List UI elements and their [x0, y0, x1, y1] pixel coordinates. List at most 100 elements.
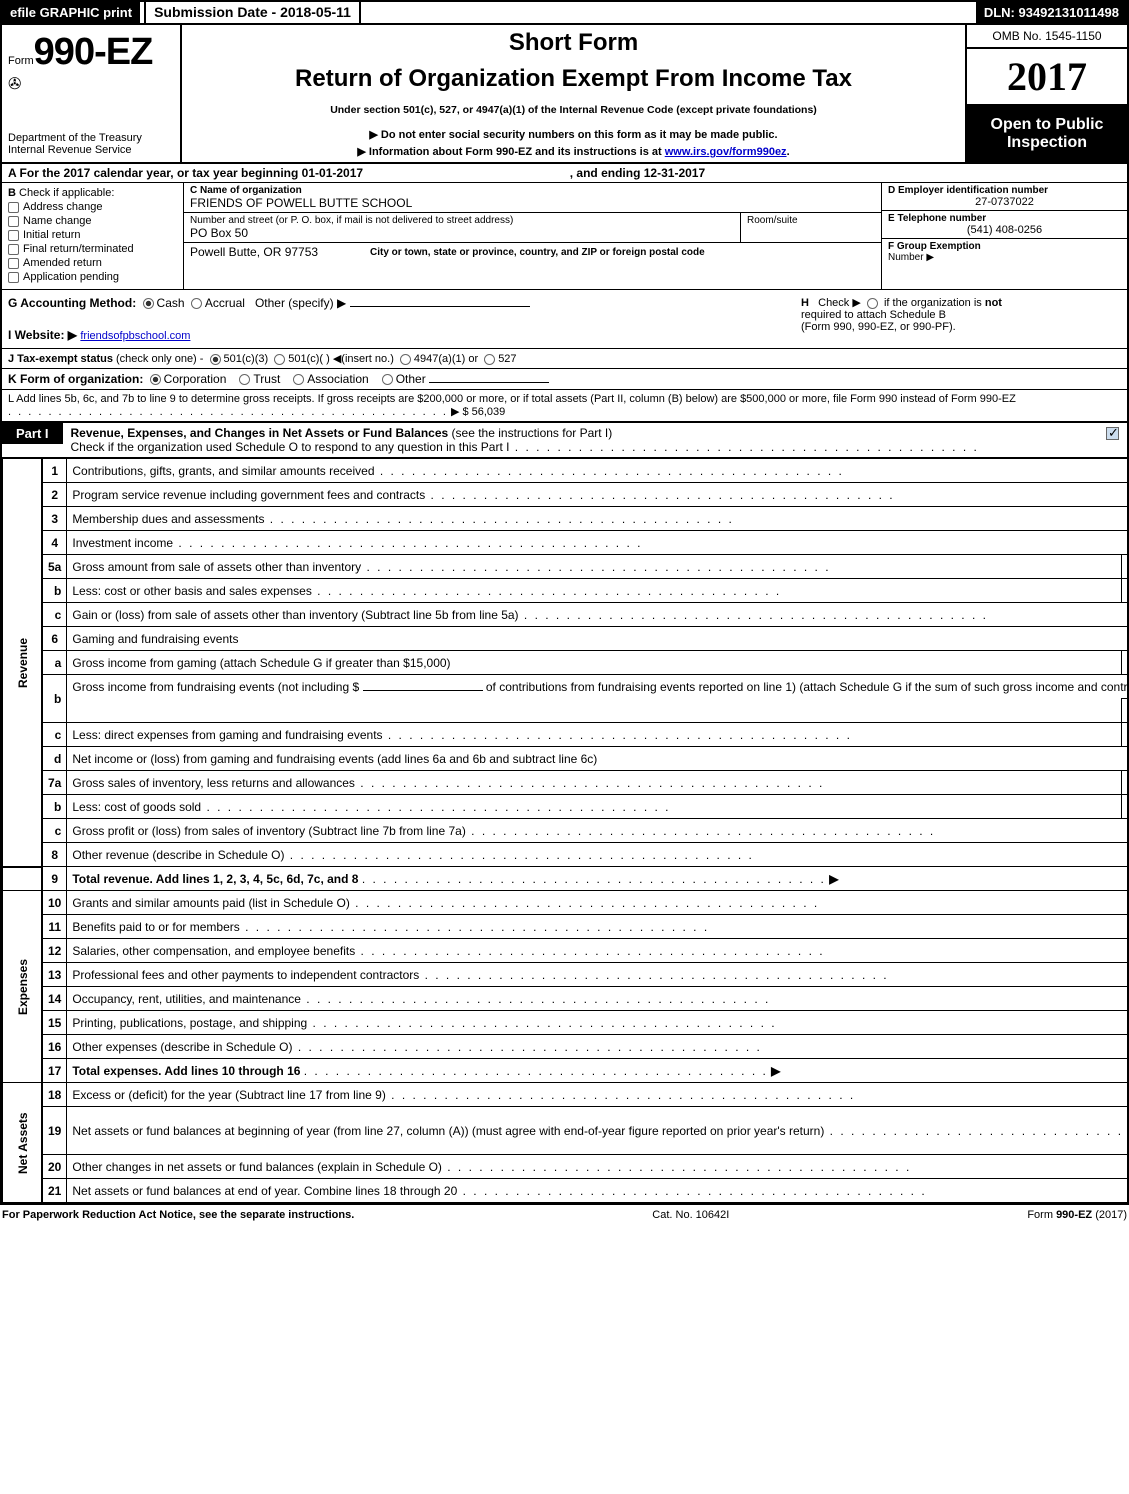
radio-4947[interactable] [400, 354, 411, 365]
row-l: L Add lines 5b, 6c, and 7b to line 9 to … [2, 390, 1127, 423]
form-word: Form [8, 55, 34, 67]
footer-left: For Paperwork Reduction Act Notice, see … [2, 1209, 354, 1221]
group-exemption-label: F Group Exemption [888, 241, 981, 252]
row-gh: G Accounting Method: Cash Accrual Other … [2, 290, 1127, 349]
checkbox-initial-return[interactable] [8, 230, 19, 241]
h-not: not [985, 297, 1002, 309]
line-12-num: 12 [42, 939, 67, 963]
street-value: PO Box 50 [190, 226, 734, 240]
line-19-num: 19 [42, 1107, 67, 1155]
line-7c-num: c [42, 819, 67, 843]
line-18-desc: Excess or (deficit) for the year (Subtra… [72, 1088, 855, 1102]
radio-501c3[interactable] [210, 354, 221, 365]
line-1-desc: Contributions, gifts, grants, and simila… [72, 464, 844, 478]
part1-title: Revenue, Expenses, and Changes in Net As… [71, 426, 449, 440]
line-6a-num: a [42, 651, 67, 675]
dept-treasury: Department of the Treasury [8, 132, 174, 144]
part1-checkline: Check if the organization used Schedule … [71, 440, 979, 454]
side-label-net-assets: Net Assets [3, 1083, 43, 1203]
line-6b-desc-mid: of contributions from fundraising events… [486, 680, 1129, 694]
efile-print-button[interactable]: efile GRAPHIC print [2, 2, 140, 23]
radio-association[interactable] [293, 374, 304, 385]
line-6-desc: Gaming and fundraising events [67, 627, 1129, 651]
recycle-icon: ✇ [8, 76, 21, 93]
line-a-end: 12-31-2017 [644, 166, 705, 180]
line-8-num: 8 [42, 843, 67, 867]
line-6c-num: c [42, 723, 67, 747]
line-5b-desc: Less: cost or other basis and sales expe… [72, 584, 781, 598]
line-11-desc: Benefits paid to or for members [72, 920, 709, 934]
line-21-num: 21 [42, 1179, 67, 1203]
other-specify-field[interactable] [350, 306, 530, 307]
part1-header: Part I Revenue, Expenses, and Changes in… [2, 423, 1127, 458]
checkbox-schedule-o[interactable] [1106, 427, 1119, 440]
label-application-pending: Application pending [23, 271, 119, 283]
radio-527[interactable] [484, 354, 495, 365]
side-label-expenses: Expenses [3, 891, 43, 1083]
website-label: I Website: ▶ [8, 328, 77, 342]
line-12-desc: Salaries, other compensation, and employ… [72, 944, 824, 958]
label-501c3: 501(c)(3) [224, 353, 269, 365]
line-9-arrow: ▶ [829, 872, 838, 886]
side-label-revenue: Revenue [3, 459, 43, 867]
footer-right: Form 990-EZ (2017) [1027, 1209, 1127, 1221]
radio-cash[interactable] [143, 298, 154, 309]
line-21-desc: Net assets or fund balances at end of ye… [72, 1184, 926, 1198]
row-j: J Tax-exempt status (check only one) - 5… [2, 349, 1127, 369]
h-text2: if the organization is [884, 297, 982, 309]
col-h: H Check ▶ if the organization is not req… [801, 296, 1121, 342]
radio-501c[interactable] [274, 354, 285, 365]
label-501c: 501(c)( ) ◀(insert no.) [288, 353, 394, 365]
short-form-title: Short Form [192, 29, 955, 57]
line-6d-num: d [42, 747, 67, 771]
return-title: Return of Organization Exempt From Incom… [192, 65, 955, 93]
line-a-prefix: A For the 2017 calendar year, or tax yea… [8, 166, 302, 180]
line-6c-mid: 6c [1121, 723, 1129, 747]
radio-corporation[interactable] [150, 374, 161, 385]
check-if-label: Check if applicable: [19, 187, 114, 199]
radio-other-org[interactable] [382, 374, 393, 385]
website-link[interactable]: friendsofpbschool.com [80, 330, 190, 342]
label-name-change: Name change [23, 215, 92, 227]
other-org-field[interactable] [429, 382, 549, 383]
checkbox-h[interactable] [867, 298, 878, 309]
line-6d-desc: Net income or (loss) from gaming and fun… [67, 747, 1129, 771]
label-amended-return: Amended return [23, 257, 102, 269]
checkbox-amended-return[interactable] [8, 258, 19, 269]
checkbox-application-pending[interactable] [8, 272, 19, 283]
line-10-num: 10 [42, 891, 67, 915]
phone-value: (541) 408-0256 [888, 224, 1121, 236]
dln-box: DLN: 93492131011498 [976, 2, 1127, 23]
instructions-link[interactable]: www.irs.gov/form990ez [665, 146, 787, 158]
line-9-desc: Total revenue. Add lines 1, 2, 3, 4, 5c,… [72, 872, 358, 886]
line-7a-mid: 7a [1121, 771, 1129, 795]
line-7b-mid: 7b [1121, 795, 1129, 819]
line-6b-blank[interactable] [363, 690, 483, 691]
radio-accrual[interactable] [191, 298, 202, 309]
checkbox-final-return[interactable] [8, 244, 19, 255]
label-corporation: Corporation [164, 372, 227, 386]
label-trust: Trust [253, 372, 280, 386]
col-g: G Accounting Method: Cash Accrual Other … [8, 296, 801, 342]
line-4-desc: Investment income [72, 536, 642, 550]
line-18-num: 18 [42, 1083, 67, 1107]
line-5b-num: b [42, 579, 67, 603]
section-b: B Check if applicable: Address change Na… [2, 183, 184, 289]
line-5c-desc: Gain or (loss) from sale of assets other… [72, 608, 988, 622]
line-14-num: 14 [42, 987, 67, 1011]
radio-trust[interactable] [239, 374, 250, 385]
h-check-text: Check ▶ [818, 297, 861, 309]
dept-irs: Internal Revenue Service [8, 144, 174, 156]
checkbox-address-change[interactable] [8, 202, 19, 213]
street-label: Number and street (or P. O. box, if mail… [190, 215, 734, 226]
line-5b-mid: 5b [1121, 579, 1129, 603]
checkbox-name-change[interactable] [8, 216, 19, 227]
line-2-desc: Program service revenue including govern… [72, 488, 894, 502]
line-6a-desc: Gross income from gaming (attach Schedul… [67, 651, 1121, 675]
line-5a-mid: 5a [1121, 555, 1129, 579]
ein-label: D Employer identification number [888, 185, 1048, 196]
form-number: Form 990-EZ [8, 31, 174, 74]
top-bar: efile GRAPHIC print Submission Date - 20… [2, 2, 1127, 25]
submission-date-label: Submission Date - [154, 4, 280, 20]
line-3-num: 3 [42, 507, 67, 531]
